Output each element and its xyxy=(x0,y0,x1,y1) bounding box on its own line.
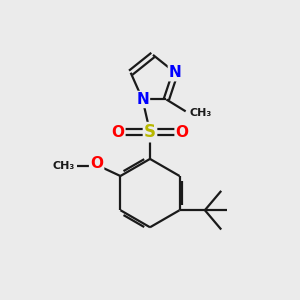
Text: S: S xyxy=(144,123,156,141)
Text: CH₃: CH₃ xyxy=(189,108,212,118)
Text: N: N xyxy=(136,92,149,107)
Text: N: N xyxy=(169,65,182,80)
Text: O: O xyxy=(176,125,189,140)
Text: O: O xyxy=(111,125,124,140)
Text: O: O xyxy=(90,156,103,171)
Text: CH₃: CH₃ xyxy=(52,160,74,171)
